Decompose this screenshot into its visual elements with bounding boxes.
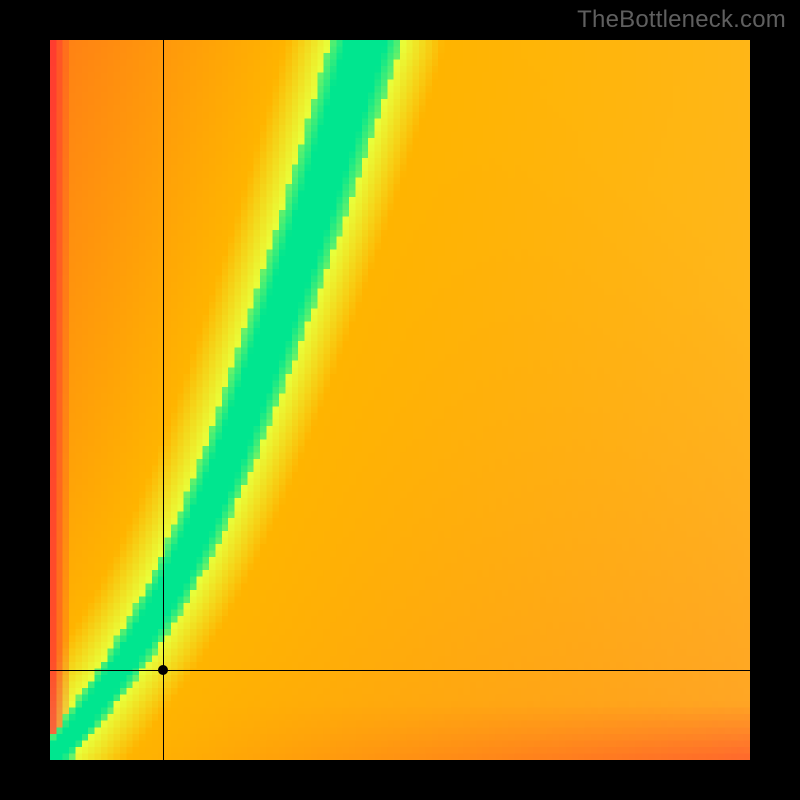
bottleneck-heatmap bbox=[50, 40, 750, 760]
crosshair-horizontal bbox=[50, 670, 750, 671]
crosshair-vertical bbox=[163, 40, 164, 760]
chart-frame: TheBottleneck.com bbox=[0, 0, 800, 800]
watermark-text: TheBottleneck.com bbox=[577, 6, 786, 34]
